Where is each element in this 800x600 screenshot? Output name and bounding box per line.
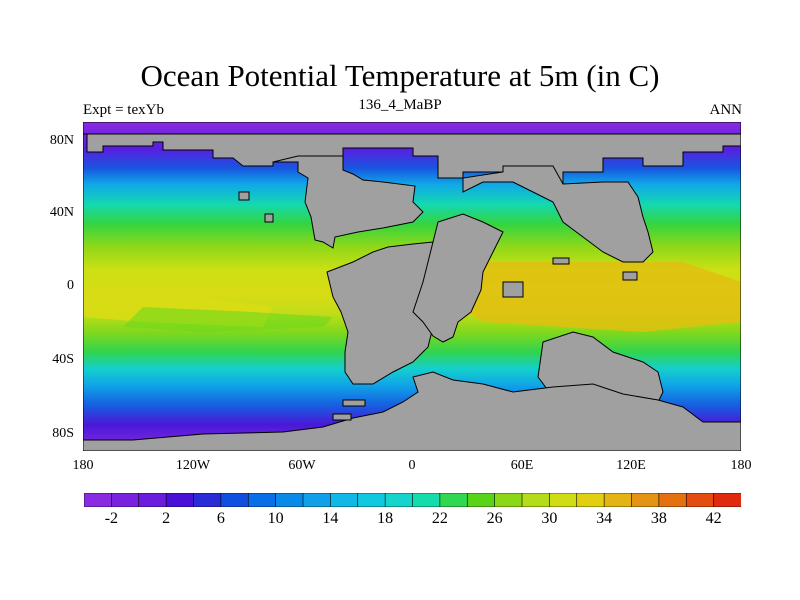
colorbar-tick-label: 30: [541, 510, 558, 527]
period-label: 136_4_MaBP: [358, 97, 442, 113]
colorbar-swatch: [658, 493, 688, 507]
colorbar-swatch: [138, 493, 167, 507]
colorbar-swatch: [84, 493, 113, 507]
island-6: [552, 257, 570, 265]
colorbar-swatch: [165, 493, 195, 507]
island-1: [238, 191, 250, 201]
colorbar-tick-label: 22: [431, 510, 448, 527]
colorbar-swatch: [357, 493, 386, 507]
island-2: [264, 213, 274, 223]
colorbar-swatch: [302, 493, 332, 507]
lat-label-0: 0: [67, 278, 74, 293]
colorbar-swatch: [685, 493, 715, 507]
colorbar-tick-label: 6: [216, 510, 225, 527]
colorbar-swatch: [111, 493, 140, 507]
lon-label-0: 0: [408, 458, 416, 473]
colorbar-swatch: [439, 493, 469, 507]
colorbar-tick-label: 18: [377, 510, 394, 527]
lon-label-180w: 180: [72, 458, 94, 473]
colorbar-swatch: [576, 493, 605, 507]
lon-label-60w: 60W: [288, 458, 316, 473]
colorbar: [84, 493, 741, 507]
colorbar-swatch: [412, 493, 441, 507]
land-eurasia: [462, 165, 654, 263]
lon-label-120e: 120E: [616, 458, 646, 473]
temperature-map: [83, 122, 741, 451]
colorbar-swatch: [384, 493, 414, 507]
island-4: [332, 413, 352, 421]
map-title: Ocean Potential Temperature at 5m (in C): [140, 58, 660, 93]
lat-label-40s: 40S: [52, 352, 74, 367]
colorbar-tick-label: 38: [650, 510, 667, 527]
colorbar-swatch: [494, 493, 523, 507]
land-antarctica: [83, 371, 741, 451]
colorbar-tick-label: 42: [705, 510, 722, 527]
island-5: [622, 271, 638, 281]
warm-pool-indian: [453, 262, 741, 332]
lon-label-120w: 120W: [175, 458, 211, 473]
colorbar-swatch: [220, 493, 250, 507]
season-label: ANN: [709, 102, 743, 118]
colorbar-swatch: [466, 493, 496, 507]
colorbar-swatch: [247, 493, 277, 507]
colorbar-tick-label: 34: [596, 510, 613, 527]
colorbar-swatch: [193, 493, 222, 507]
lon-label-180e: 180: [730, 458, 752, 473]
colorbar-swatch: [330, 493, 359, 507]
island-3: [342, 399, 366, 407]
colorbar-swatch: [631, 493, 660, 507]
cool-tongue: [123, 307, 333, 332]
colorbar-swatch: [713, 493, 741, 507]
colorbar-tick-label: 2: [162, 510, 171, 527]
land-north-america: [272, 155, 424, 249]
colorbar-tick-label: 10: [267, 510, 284, 527]
land-north: [83, 133, 741, 185]
colorbar-tick-label: 26: [486, 510, 503, 527]
colorbar-swatch: [521, 493, 551, 507]
colorbar-swatch: [275, 493, 304, 507]
colorbar-tick-label: 14: [322, 510, 339, 527]
land-south-america: [326, 241, 452, 385]
lat-label-40n: 40N: [49, 205, 74, 220]
colorbar-tick-label: -2: [104, 510, 119, 527]
colorbar-swatch: [549, 493, 578, 507]
lon-label-60e: 60E: [510, 458, 534, 473]
lat-label-80s: 80S: [52, 426, 74, 441]
land-africa: [412, 213, 504, 343]
colorbar-swatch: [603, 493, 633, 507]
experiment-label: Expt = texYb: [83, 102, 164, 118]
land-greenland: [502, 281, 524, 298]
lat-label-80n: 80N: [49, 133, 74, 148]
